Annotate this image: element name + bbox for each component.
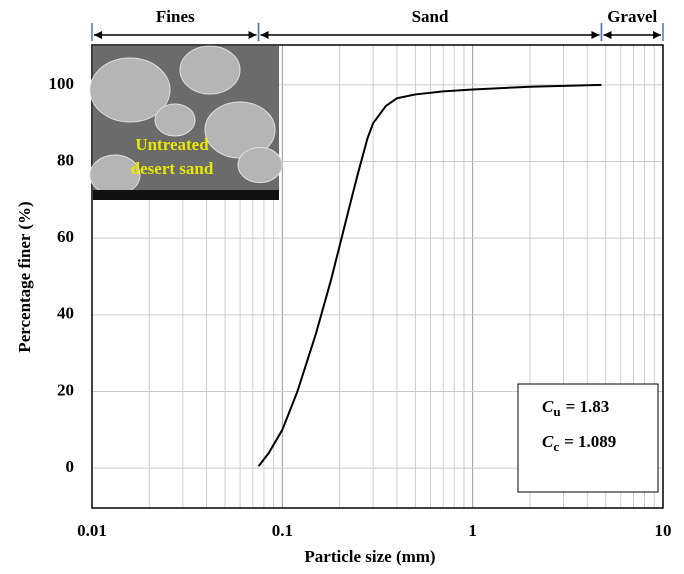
y-tick-label: 100 xyxy=(49,74,75,93)
coefficient: Cu = 1.83 xyxy=(542,397,609,419)
subscript: u xyxy=(553,404,560,419)
x-tick-label: 0.01 xyxy=(77,521,107,540)
inset-scale-bar xyxy=(93,190,279,200)
zone-label: Sand xyxy=(412,7,449,26)
x-tick-label: 0.1 xyxy=(272,521,293,540)
arrow-head xyxy=(603,31,612,39)
y-tick-label: 80 xyxy=(57,150,74,169)
x-tick-label: 1 xyxy=(468,521,477,540)
sand-grain xyxy=(154,103,196,137)
x-tick-label: 10 xyxy=(655,521,672,540)
y-tick-label: 40 xyxy=(57,304,74,323)
sand-grain xyxy=(237,146,283,184)
coefficient-value: = 1.83 xyxy=(566,397,610,416)
inset-text: Untreated xyxy=(135,135,209,154)
coefficient-value: = 1.089 xyxy=(564,432,616,451)
arrow-head xyxy=(260,31,269,39)
zone-label: Gravel xyxy=(607,7,657,26)
subscript: c xyxy=(553,439,559,454)
symbol: C xyxy=(542,397,554,416)
plot-frame xyxy=(91,44,664,509)
y-tick-label: 20 xyxy=(57,380,74,399)
coefficient: Cc = 1.089 xyxy=(542,432,616,454)
arrow-head xyxy=(653,31,661,39)
inset-text: desert sand xyxy=(131,159,214,178)
symbol: C xyxy=(542,432,554,451)
data-line xyxy=(257,83,602,467)
sand-grain xyxy=(179,45,241,95)
y-tick-label: 0 xyxy=(66,457,75,476)
y-axis-label: Percentage finer (%) xyxy=(15,201,34,352)
coefficient-box xyxy=(517,383,659,493)
arrow-head xyxy=(248,31,257,39)
arrow-head xyxy=(94,31,102,39)
x-axis-label: Particle size (mm) xyxy=(304,547,435,566)
arrow-head xyxy=(591,31,600,39)
y-tick-label: 60 xyxy=(57,227,74,246)
zone-label: Fines xyxy=(156,7,195,26)
sand-grain xyxy=(89,57,171,123)
